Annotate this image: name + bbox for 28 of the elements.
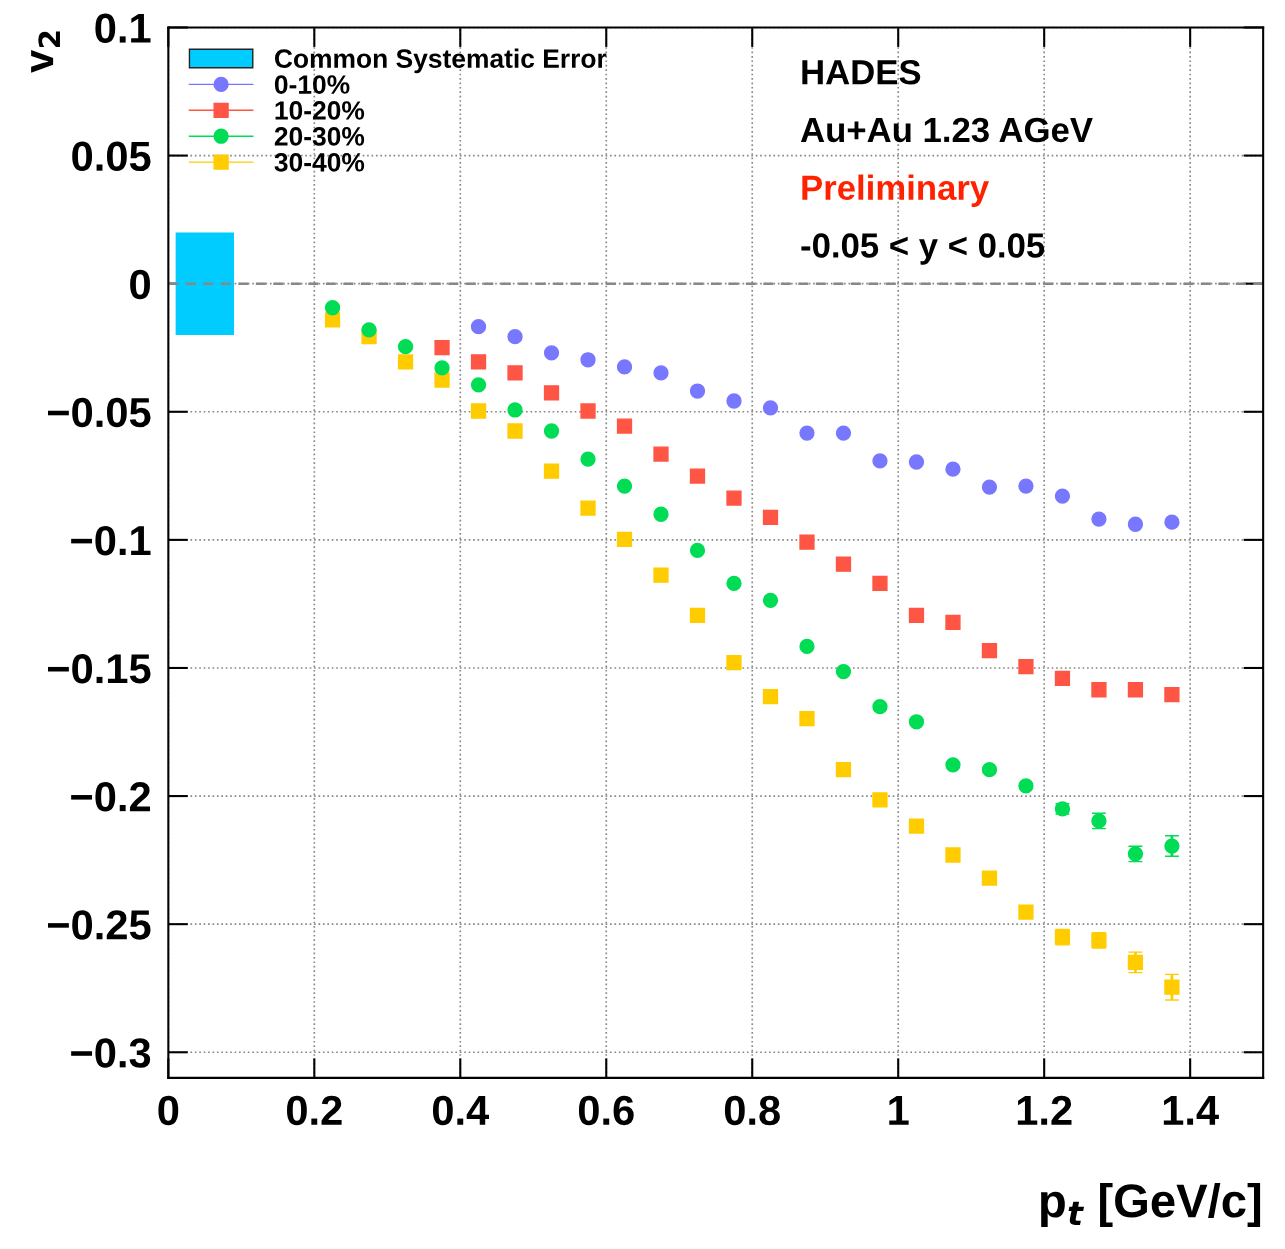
annotation: -0.05 < y < 0.05 bbox=[801, 233, 1045, 265]
x-tick-label: 0.8 bbox=[724, 1095, 780, 1126]
y-tick-label: −0.2 bbox=[71, 782, 150, 812]
y-tick-label: 0.1 bbox=[95, 13, 151, 43]
x-tick-label: 0.2 bbox=[287, 1095, 342, 1126]
y-tick-label: 0.05 bbox=[72, 141, 151, 172]
y-tick-label: 0 bbox=[130, 269, 150, 300]
legend-label: 30-40% bbox=[274, 152, 365, 172]
annotation: HADES bbox=[802, 59, 921, 85]
legend-label: Common Systematic Error bbox=[274, 48, 607, 74]
legend-label: 0-10% bbox=[274, 75, 350, 94]
x-axis-title: p$_{t}$ [GeV/c] bbox=[1041, 1182, 1261, 1227]
y-tick-label: −0.05 bbox=[47, 397, 151, 428]
y-tick-label: −0.15 bbox=[47, 653, 151, 684]
legend-label: 10-20% bbox=[275, 101, 365, 120]
y-tick-label: −0.25 bbox=[47, 910, 151, 940]
y-tick-label: −0.3 bbox=[71, 1038, 151, 1068]
x-tick-label: 0.6 bbox=[578, 1095, 634, 1126]
x-tick-label: 1.2 bbox=[1017, 1095, 1072, 1125]
x-tick-label: 0.4 bbox=[432, 1095, 490, 1126]
legend-label: 20-30% bbox=[274, 127, 365, 146]
x-tick-label: 1 bbox=[889, 1096, 909, 1125]
x-tick-label: 1.4 bbox=[1163, 1096, 1219, 1125]
x-tick-label: 0 bbox=[158, 1095, 179, 1126]
y-tick-label: −0.1 bbox=[71, 525, 151, 556]
annotation: Preliminary bbox=[802, 174, 989, 207]
annotation: Au+Au 1.23 AGeV bbox=[800, 117, 1093, 143]
y-axis-title: v$_{2}$ bbox=[31, 31, 60, 73]
